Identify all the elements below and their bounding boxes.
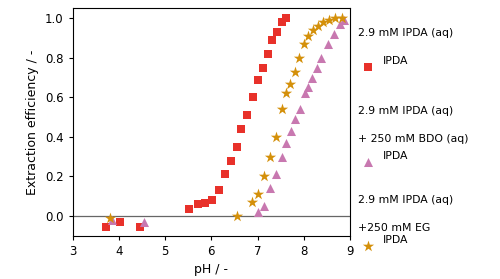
Point xyxy=(232,214,240,218)
Point xyxy=(116,220,124,224)
Point xyxy=(292,117,300,121)
Point xyxy=(140,220,148,224)
Text: 2.9 mM IPDA (aq): 2.9 mM IPDA (aq) xyxy=(358,28,453,38)
Point xyxy=(278,155,285,159)
Point xyxy=(324,42,332,46)
Y-axis label: Extraction efficiency / -: Extraction efficiency / - xyxy=(26,49,40,195)
Point xyxy=(331,16,339,20)
Point xyxy=(249,95,257,100)
Point xyxy=(194,202,202,206)
Point xyxy=(273,30,281,34)
Point xyxy=(364,160,372,164)
Point xyxy=(272,135,280,139)
Point xyxy=(254,192,262,196)
Text: IPDA: IPDA xyxy=(382,56,408,66)
Text: IPDA: IPDA xyxy=(382,235,408,245)
Point xyxy=(260,204,268,208)
Text: + 250 mM BDO (aq): + 250 mM BDO (aq) xyxy=(358,134,468,144)
Point xyxy=(336,22,344,27)
Point xyxy=(308,75,316,80)
Point xyxy=(268,38,276,42)
Point xyxy=(296,107,304,111)
Point xyxy=(290,69,298,74)
Point xyxy=(266,186,274,191)
Point xyxy=(295,56,303,60)
Point xyxy=(201,201,209,205)
Point xyxy=(282,16,290,20)
X-axis label: pH / -: pH / - xyxy=(194,263,228,276)
Point xyxy=(318,56,326,60)
Point xyxy=(260,174,268,179)
Point xyxy=(364,65,372,69)
Text: +250 mM EG: +250 mM EG xyxy=(358,223,430,233)
Point xyxy=(136,225,143,229)
Point xyxy=(108,218,116,222)
Point xyxy=(254,210,262,214)
Point xyxy=(330,32,338,36)
Point xyxy=(309,28,317,32)
Point xyxy=(364,243,372,248)
Point xyxy=(221,172,229,177)
Point xyxy=(314,24,322,28)
Point xyxy=(215,188,223,193)
Text: 2.9 mM IPDA (aq): 2.9 mM IPDA (aq) xyxy=(358,106,453,116)
Point xyxy=(282,91,290,96)
Point xyxy=(248,200,256,205)
Text: 2.9 mM IPDA (aq): 2.9 mM IPDA (aq) xyxy=(358,195,453,205)
Point xyxy=(319,20,327,25)
Point xyxy=(278,20,285,25)
Point xyxy=(238,127,246,131)
Point xyxy=(264,52,272,56)
Point xyxy=(244,113,252,117)
Point xyxy=(312,66,320,70)
Point xyxy=(102,225,110,229)
Point xyxy=(300,42,308,46)
Point xyxy=(340,18,348,23)
Point xyxy=(304,34,312,38)
Point xyxy=(325,18,333,23)
Point xyxy=(266,155,274,159)
Point xyxy=(259,66,267,70)
Point xyxy=(282,141,290,145)
Point xyxy=(106,216,114,220)
Point xyxy=(304,85,312,90)
Point xyxy=(227,158,235,163)
Point xyxy=(338,16,345,20)
Point xyxy=(254,77,262,82)
Point xyxy=(300,91,308,96)
Point xyxy=(278,107,285,111)
Point xyxy=(287,129,295,133)
Point xyxy=(232,145,240,149)
Point xyxy=(208,198,216,202)
Point xyxy=(286,81,294,86)
Text: IPDA: IPDA xyxy=(382,151,408,161)
Point xyxy=(185,207,193,211)
Point xyxy=(272,172,280,177)
